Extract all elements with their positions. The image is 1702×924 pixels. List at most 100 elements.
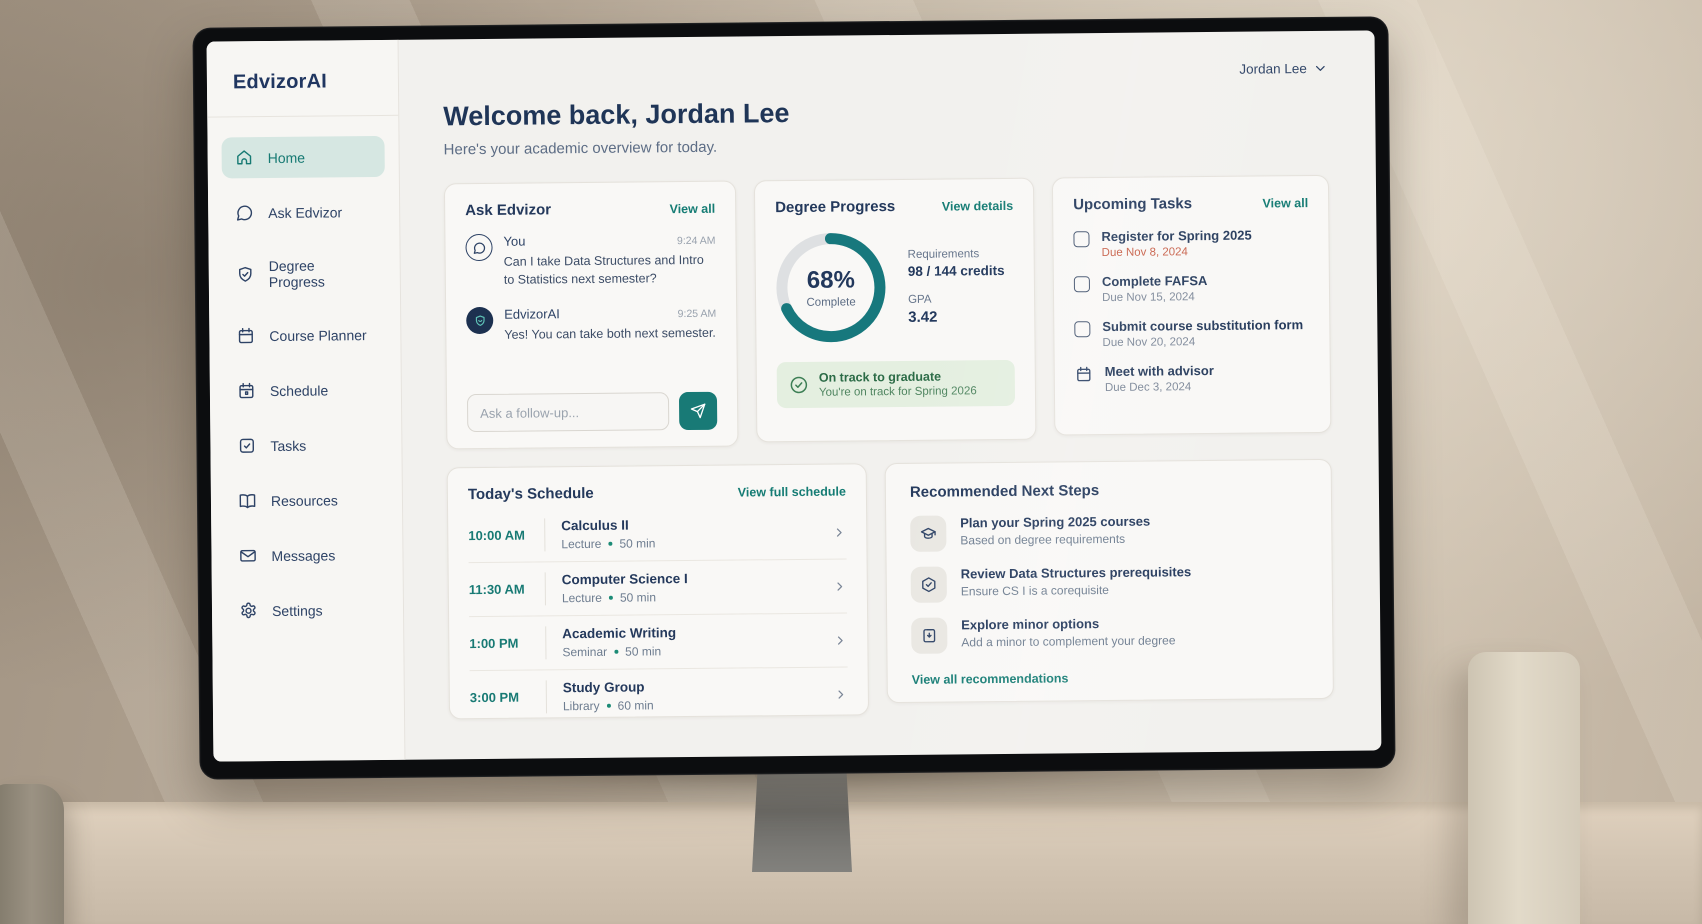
sidebar-item-course-planner[interactable]: Course Planner <box>223 314 386 357</box>
check-square-icon <box>239 438 255 453</box>
message-text: Can I take Data Structures and Intro to … <box>503 252 704 287</box>
todays-schedule-card: Today's Schedule View full schedule 10:0… <box>446 463 870 720</box>
recommendations-card-title: Recommended Next Steps <box>909 482 1100 501</box>
task-due-date: Due Nov 20, 2024 <box>1102 336 1196 350</box>
schedule-time: 11:30 AM <box>468 581 525 598</box>
chevron-down-icon[interactable] <box>1313 60 1328 75</box>
schedule-duration: 50 min <box>625 644 662 659</box>
banner-subtitle: You're on track for Spring 2026 <box>818 385 977 399</box>
message-sender: You <box>503 233 526 249</box>
task-title: Complete FAFSA <box>1101 273 1208 290</box>
circle-check-icon <box>790 376 808 394</box>
page-subtitle: Here's your academic overview for today. <box>443 138 718 159</box>
mail-icon <box>240 549 256 562</box>
task-row: Meet with advisor Due Dec 3, 2024 <box>1075 362 1310 394</box>
degree-card-title: Degree Progress <box>775 198 896 217</box>
schedule-time: 3:00 PM <box>469 689 520 706</box>
sidebar-item-settings[interactable]: Settings <box>226 589 389 632</box>
message-text: Yes! You can take both next semester. <box>504 325 716 343</box>
schedule-type: Lecture <box>561 590 603 606</box>
sidebar-item-tasks[interactable]: Tasks <box>224 424 387 467</box>
task-checkbox[interactable] <box>1074 321 1091 338</box>
calendar-day-icon <box>239 382 254 399</box>
recommendation-subtitle: Ensure CS I is a corequisite <box>960 582 1110 599</box>
sidebar-item-label: Degree Progress <box>268 257 325 291</box>
schedule-row[interactable]: 1:00 PM Academic Writing Seminar 50 min <box>469 613 848 672</box>
task-due-date: Due Dec 3, 2024 <box>1104 381 1192 395</box>
sidebar-item-messages[interactable]: Messages <box>225 534 388 577</box>
sidebar-item-resources[interactable]: Resources <box>225 479 388 522</box>
topbar: Jordan Lee <box>443 57 1328 87</box>
chat-input-row <box>466 391 718 433</box>
schedule-card-title: Today's Schedule <box>467 484 594 504</box>
recommendation-row[interactable]: Explore minor options Add a minor to com… <box>911 614 1308 654</box>
chat-messages: You 9:24 AM Can I take Data Structures a… <box>465 232 716 345</box>
recommendation-title: Explore minor options <box>961 616 1100 633</box>
chevron-right-icon <box>837 581 843 591</box>
recommendation-row[interactable]: Plan your Spring 2025 courses Based on d… <box>910 512 1307 552</box>
degree-progress-card: Degree Progress View details 68% <box>753 177 1037 443</box>
sidebar-item-label: Tasks <box>270 437 307 454</box>
task-title: Meet with advisor <box>1104 362 1214 380</box>
follow-up-input[interactable] <box>466 392 670 433</box>
schedule-row[interactable]: 3:00 PM Study Group Library 60 min <box>470 667 848 724</box>
degree-donut-chart: 68% Complete <box>775 232 886 343</box>
user-avatar <box>465 233 493 262</box>
upcoming-tasks-card: Upcoming Tasks View all Register for Spr… <box>1051 174 1332 436</box>
gear-icon <box>241 602 256 619</box>
sidebar-item-label: Home <box>267 149 306 166</box>
divider <box>544 572 546 606</box>
task-title: Register for Spring 2025 <box>1101 227 1252 245</box>
view-details-link[interactable]: View details <box>941 198 1014 214</box>
task-row: Complete FAFSA Due Nov 15, 2024 <box>1073 272 1309 304</box>
sidebar-item-home[interactable]: Home <box>221 135 385 179</box>
sidebar-item-schedule[interactable]: Schedule <box>224 369 387 412</box>
sidebar-item-ask-edvizor[interactable]: Ask Edvizor <box>222 191 385 234</box>
sidebar-item-label: Course Planner <box>269 326 367 344</box>
chat-bubble-icon <box>473 242 485 254</box>
ask-card-title: Ask Edvizor <box>465 201 552 220</box>
recommendation-row[interactable]: Review Data Structures prerequisites Ens… <box>910 563 1308 603</box>
schedule-row[interactable]: 11:30 AM Computer Science I Lecture 50 mi… <box>468 559 848 618</box>
calendar-icon <box>1077 366 1091 382</box>
schedule-duration: 50 min <box>619 536 656 551</box>
graduation-cap-icon <box>920 527 936 539</box>
recommended-next-steps-card: Recommended Next Steps Plan your Spring … <box>884 458 1334 704</box>
shield-check-icon <box>238 266 252 282</box>
dot-separator <box>608 541 613 546</box>
monitor-bezel: EdvizorAI Home Ask Edvizor Degree Progre… <box>192 16 1396 780</box>
tasks-view-all-link[interactable]: View all <box>1262 196 1309 211</box>
schedule-title: Academic Writing <box>562 625 677 642</box>
icon-tile <box>910 566 947 603</box>
ask-edvizor-card: Ask Edvizor View all You <box>443 180 739 450</box>
chat-message-user: You 9:24 AM Can I take Data Structures a… <box>465 232 716 290</box>
home-icon <box>237 150 252 165</box>
sidebar: EdvizorAI Home Ask Edvizor Degree Progre… <box>206 39 406 762</box>
task-checkbox[interactable] <box>1073 231 1090 248</box>
view-full-schedule-link[interactable]: View full schedule <box>737 484 846 500</box>
sidebar-item-label: Ask Edvizor <box>268 203 343 221</box>
dot-separator <box>614 649 619 654</box>
send-button[interactable] <box>678 391 718 431</box>
sidebar-item-label: Settings <box>271 602 323 619</box>
task-row: Submit course substitution form Due Nov … <box>1074 317 1309 349</box>
schedule-row[interactable]: 10:00 AM Calculus II Lecture 50 min <box>468 505 847 564</box>
book-open-icon <box>239 494 256 509</box>
schedule-type: Lecture <box>561 536 602 552</box>
percent-complete-label: Complete <box>806 296 856 309</box>
view-all-recommendations-link[interactable]: View all recommendations <box>911 671 1069 687</box>
banner-title: On track to graduate <box>818 369 942 385</box>
chevron-right-icon <box>838 689 844 699</box>
task-checkbox[interactable] <box>1073 276 1090 293</box>
ask-view-all-link[interactable]: View all <box>669 201 716 217</box>
sidebar-item-degree-progress[interactable]: Degree Progress <box>223 246 387 302</box>
schedule-duration: 60 min <box>617 698 654 713</box>
sidebar-item-label: Resources <box>270 491 338 509</box>
page-title: Welcome back, Jordan Lee <box>443 98 790 132</box>
calendar-icon <box>238 327 253 344</box>
gpa-label: GPA <box>908 293 932 306</box>
mug <box>1468 652 1580 924</box>
user-menu[interactable]: Jordan Lee <box>1239 60 1307 77</box>
divider <box>544 518 546 552</box>
chevron-right-icon <box>836 527 842 537</box>
